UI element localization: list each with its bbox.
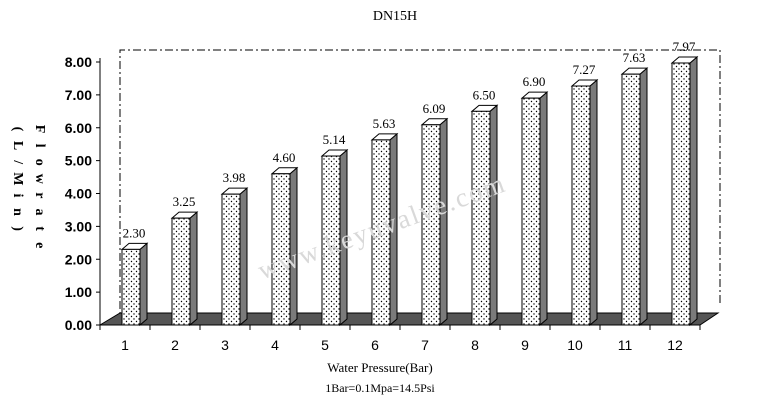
bar-side <box>539 91 548 327</box>
bar <box>620 67 649 327</box>
x-axis-ticks: 1 2 3 4 5 6 7 8 9 10 11 12 <box>99 325 701 353</box>
bar-front <box>671 62 691 326</box>
bar-side <box>489 104 498 327</box>
bar <box>370 132 399 327</box>
bar-side <box>139 242 148 327</box>
x-tick-label: 7 <box>421 337 429 353</box>
bar <box>120 242 149 327</box>
y-axis-ticks: 0.00 1.00 2.00 3.00 4.00 5.00 6.00 7.00 8.00 <box>65 54 100 333</box>
bar-side <box>589 78 598 327</box>
bar-series <box>120 55 699 327</box>
value-label: 3.98 <box>223 170 246 185</box>
value-label: 7.63 <box>623 50 646 65</box>
bar-front <box>521 97 541 326</box>
chart-title: DN15H <box>373 9 417 24</box>
x-axis-note: 1Bar=0.1Mpa=14.5Psi <box>325 381 435 395</box>
x-tick-label: 4 <box>271 337 279 353</box>
x-tick-label: 3 <box>221 337 229 353</box>
x-tick-label: 5 <box>321 337 329 353</box>
y-tick-label: 8.00 <box>65 54 92 70</box>
bar-front <box>571 85 591 326</box>
y-axis-label-unit-char: L <box>10 141 25 150</box>
y-axis-label-name-char: e <box>32 242 47 248</box>
value-label: 7.97 <box>673 39 696 54</box>
bar-side <box>239 187 248 327</box>
y-axis-label-name-char: w <box>32 174 47 185</box>
bar <box>220 187 249 327</box>
bar-front <box>371 139 391 326</box>
bar-side <box>439 117 448 327</box>
value-label: 6.90 <box>523 74 546 89</box>
value-label: 6.09 <box>423 101 446 116</box>
x-tick-label: 12 <box>667 337 683 353</box>
x-tick-label: 8 <box>471 337 479 353</box>
bar-side <box>639 67 648 327</box>
y-tick-label: 1.00 <box>65 284 92 300</box>
y-axis-label-unit-char: i <box>10 193 25 197</box>
y-tick-label: 3.00 <box>65 218 92 234</box>
bar-front <box>171 217 191 326</box>
bar-front <box>121 248 141 326</box>
bar <box>170 211 199 327</box>
bar-front <box>621 73 641 326</box>
y-tick-label: 2.00 <box>65 251 92 267</box>
x-axis-label: Water Pressure(Bar) <box>327 360 432 375</box>
bar <box>470 104 499 327</box>
value-label: 4.60 <box>273 150 296 165</box>
bar-side <box>689 55 698 327</box>
bar-side <box>189 211 198 327</box>
bar <box>420 117 449 327</box>
y-tick-label: 7.00 <box>65 87 92 103</box>
x-tick-label: 10 <box>567 337 583 353</box>
value-label: 6.50 <box>473 87 496 102</box>
y-axis-label-name-char: l <box>32 144 47 148</box>
bar-front <box>471 110 491 326</box>
y-axis-label-name-char: F <box>32 125 47 134</box>
y-tick-label: 0.00 <box>65 317 92 333</box>
bar-front <box>421 124 441 326</box>
x-tick-label: 1 <box>121 337 129 353</box>
y-tick-label: 5.00 <box>65 153 92 169</box>
value-labels: 2.30 3.25 3.98 4.60 5.14 5.63 6.09 6.50 6.90 7.27… <box>123 39 696 240</box>
y-axis-label-unit-char: ) <box>10 226 25 231</box>
x-tick-label: 2 <box>171 337 179 353</box>
x-tick-label: 11 <box>618 337 633 353</box>
bar-front <box>271 173 291 326</box>
y-axis-label-unit: ( L / Mi n) <box>10 127 25 232</box>
value-label: 5.63 <box>373 116 396 131</box>
x-tick-label: 6 <box>371 337 379 353</box>
y-axis-label-name-char: r <box>32 192 47 198</box>
y-axis-label-unit-char: ( <box>10 127 25 132</box>
value-label: 3.25 <box>173 194 196 209</box>
bar <box>320 148 349 327</box>
bar-front <box>321 155 341 326</box>
bar <box>270 166 299 327</box>
value-label: 2.30 <box>123 225 146 240</box>
bar <box>670 55 699 327</box>
y-axis-label-name-char: t <box>32 226 47 231</box>
y-tick-label: 4.00 <box>65 186 92 202</box>
bar <box>570 78 599 327</box>
value-label: 5.14 <box>323 132 346 147</box>
bar-front <box>221 193 241 326</box>
value-label: 7.27 <box>573 62 596 77</box>
y-axis-label-name-char: o <box>32 159 47 166</box>
y-axis-label-unit-char: M <box>10 172 25 185</box>
y-axis-label-unit-char: n <box>10 208 25 216</box>
y-axis-label-name: Fl o w r a t e <box>32 125 47 249</box>
x-tick-label: 9 <box>521 337 529 353</box>
y-axis-label-unit-char: / <box>10 159 25 165</box>
y-tick-label: 6.00 <box>65 120 92 136</box>
y-axis-label-name-char: a <box>32 209 47 216</box>
bar <box>520 91 549 327</box>
